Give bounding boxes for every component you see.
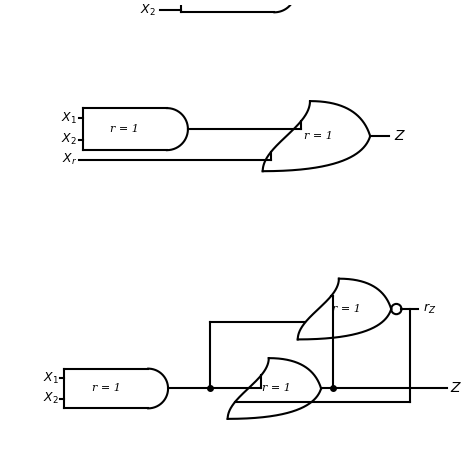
Text: $X_1$: $X_1$ (43, 371, 58, 386)
Text: $X_1$: $X_1$ (61, 111, 77, 126)
Text: $X_2$: $X_2$ (139, 2, 155, 18)
Text: $Z$: $Z$ (450, 382, 462, 395)
Text: r = 1: r = 1 (91, 383, 120, 393)
Text: r = 1: r = 1 (304, 131, 333, 141)
Text: $Z$: $Z$ (393, 129, 406, 143)
Text: r = 1: r = 1 (262, 383, 291, 393)
Text: $r_Z$: $r_Z$ (422, 302, 436, 316)
Text: $X_2$: $X_2$ (43, 391, 58, 406)
Text: $X_2$: $X_2$ (62, 132, 77, 147)
Text: $X_r$: $X_r$ (62, 152, 77, 167)
Text: r = 1: r = 1 (110, 124, 139, 134)
Text: r = 1: r = 1 (332, 304, 361, 314)
